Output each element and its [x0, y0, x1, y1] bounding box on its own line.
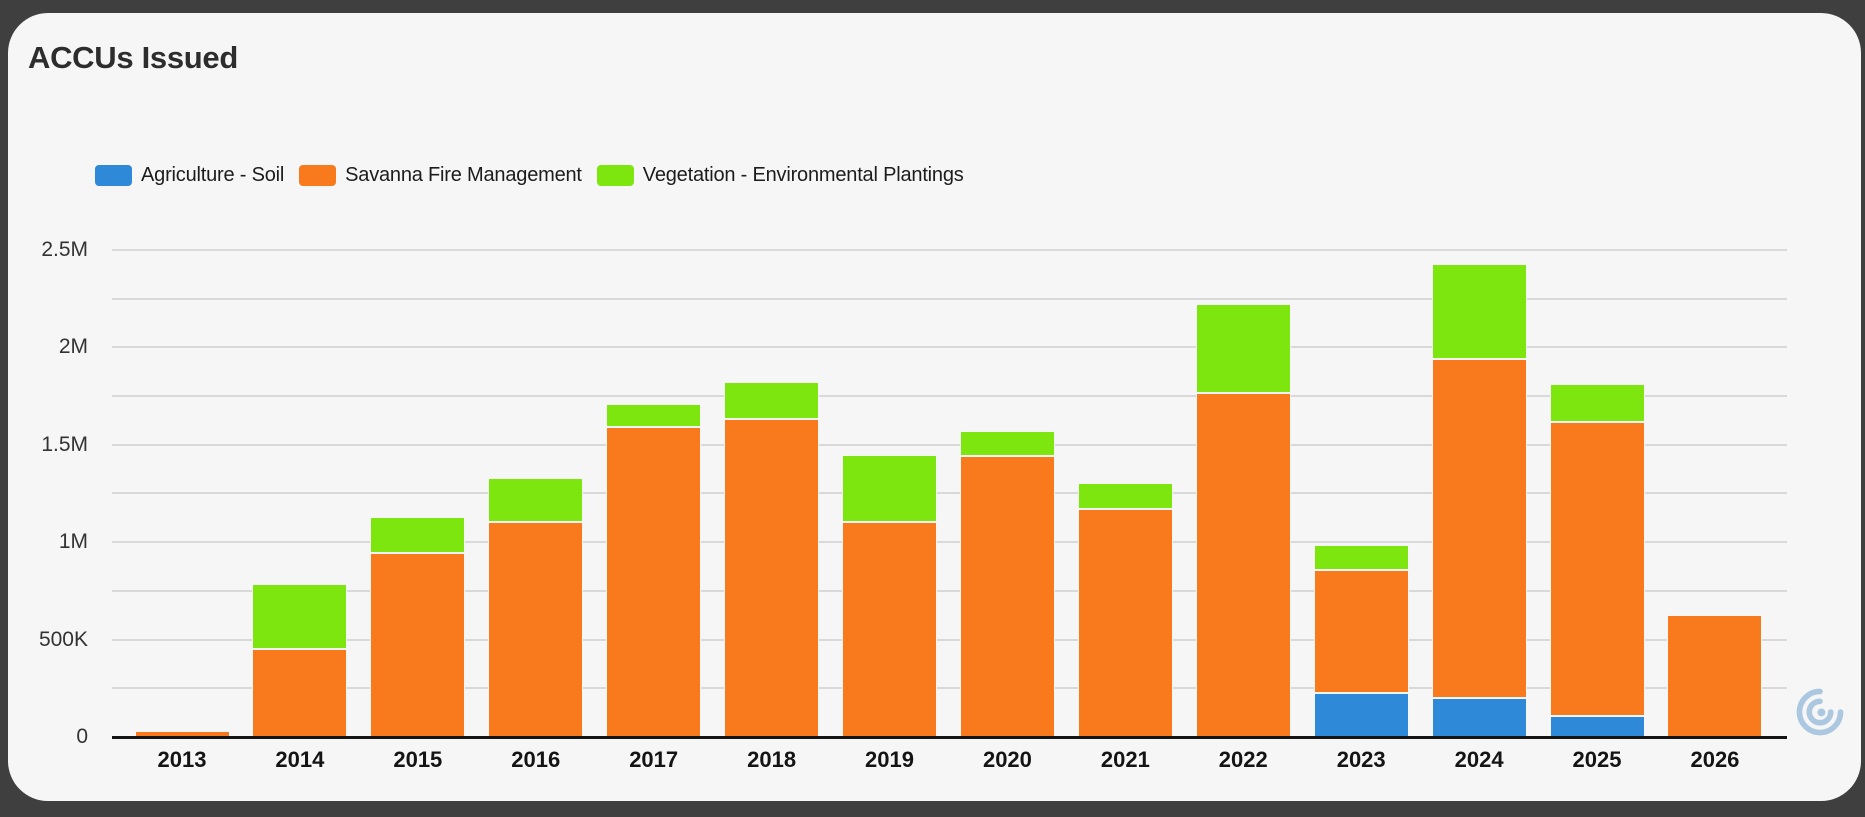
bar-segment-2024[interactable]: [1431, 698, 1527, 737]
legend-label: Savanna Fire Management: [345, 164, 582, 186]
y-axis-tick-label: 1M: [58, 530, 88, 554]
x-axis-label-2016: 2016: [511, 747, 561, 772]
bar-segment-2026[interactable]: [1667, 615, 1763, 737]
bar-segment-2014[interactable]: [252, 649, 348, 737]
gridline: [112, 589, 1787, 592]
x-axis-label-2013: 2013: [157, 747, 207, 772]
bar-segment-2023[interactable]: [1313, 693, 1409, 737]
gridline: [112, 248, 1787, 251]
bar-segment-2015[interactable]: [370, 552, 466, 737]
x-axis-label-2015: 2015: [393, 747, 443, 772]
legend: Agriculture - Soil Savanna Fire Managemen…: [95, 164, 964, 187]
bar-segment-2024[interactable]: [1431, 358, 1527, 698]
bar-segment-2025[interactable]: [1549, 422, 1645, 716]
gridline: [112, 394, 1787, 397]
y-axis-tick-label: 1.5M: [41, 432, 88, 456]
gridline: [112, 492, 1787, 495]
legend-item[interactable]: Vegetation - Environmental Plantings: [596, 164, 964, 187]
y-axis-tick-label: 0: [76, 725, 88, 748]
watermark-swirl-icon: [1796, 688, 1844, 736]
x-axis-label-2020: 2020: [982, 747, 1032, 772]
x-axis-label-2021: 2021: [1100, 747, 1150, 772]
bar-segment-2016[interactable]: [488, 521, 584, 737]
gridline: [112, 297, 1787, 300]
bar-segment-2020[interactable]: [959, 431, 1055, 457]
x-axis-label-2019: 2019: [865, 747, 914, 772]
bar-segment-2014[interactable]: [252, 584, 348, 650]
gridline: [112, 346, 1787, 349]
legend-label: Agriculture - Soil: [141, 164, 285, 186]
bar-segment-2023[interactable]: [1313, 570, 1409, 694]
gridline: [112, 443, 1787, 446]
gridline: [112, 638, 1787, 641]
legend-swatch-icon: [299, 165, 337, 186]
bar-segment-2018[interactable]: [724, 382, 820, 420]
chart-title: ACCUs Issued: [28, 40, 239, 75]
y-axis-tick-label: 500K: [38, 627, 88, 651]
legend-item[interactable]: Savanna Fire Management: [299, 164, 582, 187]
legend-swatch-icon: [95, 165, 132, 186]
x-axis-label-2023: 2023: [1336, 747, 1386, 772]
legend-item[interactable]: Agriculture - Soil: [95, 164, 284, 187]
bar-segment-2023[interactable]: [1313, 545, 1409, 571]
gridline: [112, 687, 1787, 690]
x-axis-label-2024: 2024: [1454, 747, 1504, 772]
y-axis-tick-label: 2.5M: [41, 237, 88, 261]
bar-segment-2018[interactable]: [724, 419, 820, 737]
gridline: [112, 541, 1787, 544]
bar-segment-2017[interactable]: [606, 427, 702, 737]
bar-segment-2025[interactable]: [1549, 384, 1645, 423]
bar-segment-2015[interactable]: [370, 516, 466, 553]
x-axis-label-2014: 2014: [275, 747, 325, 772]
x-axis-line: [112, 735, 1787, 739]
bar-segment-2016[interactable]: [488, 477, 584, 522]
bar-segment-2022[interactable]: [1195, 393, 1291, 737]
bar-segment-2025[interactable]: [1549, 715, 1645, 737]
x-axis-label-2022: 2022: [1218, 747, 1268, 772]
x-axis-label-2017: 2017: [629, 747, 679, 772]
bar-segment-2019[interactable]: [842, 455, 938, 522]
bar-segment-2024[interactable]: [1431, 264, 1527, 359]
bar-segment-2021[interactable]: [1077, 508, 1173, 737]
legend-swatch-icon: [596, 165, 634, 186]
bar-segment-2019[interactable]: [842, 521, 938, 737]
bar-segment-2022[interactable]: [1195, 304, 1291, 394]
y-axis-tick-label: 2M: [58, 335, 88, 359]
x-axis-label-2018: 2018: [747, 747, 797, 772]
bar-segment-2021[interactable]: [1077, 482, 1173, 509]
legend-label: Vegetation - Environmental Plantings: [642, 164, 964, 186]
x-axis-label-2025: 2025: [1572, 747, 1622, 772]
bar-segment-2017[interactable]: [606, 403, 702, 428]
x-axis-label-2026: 2026: [1690, 747, 1740, 772]
bar-segment-2020[interactable]: [959, 456, 1055, 737]
